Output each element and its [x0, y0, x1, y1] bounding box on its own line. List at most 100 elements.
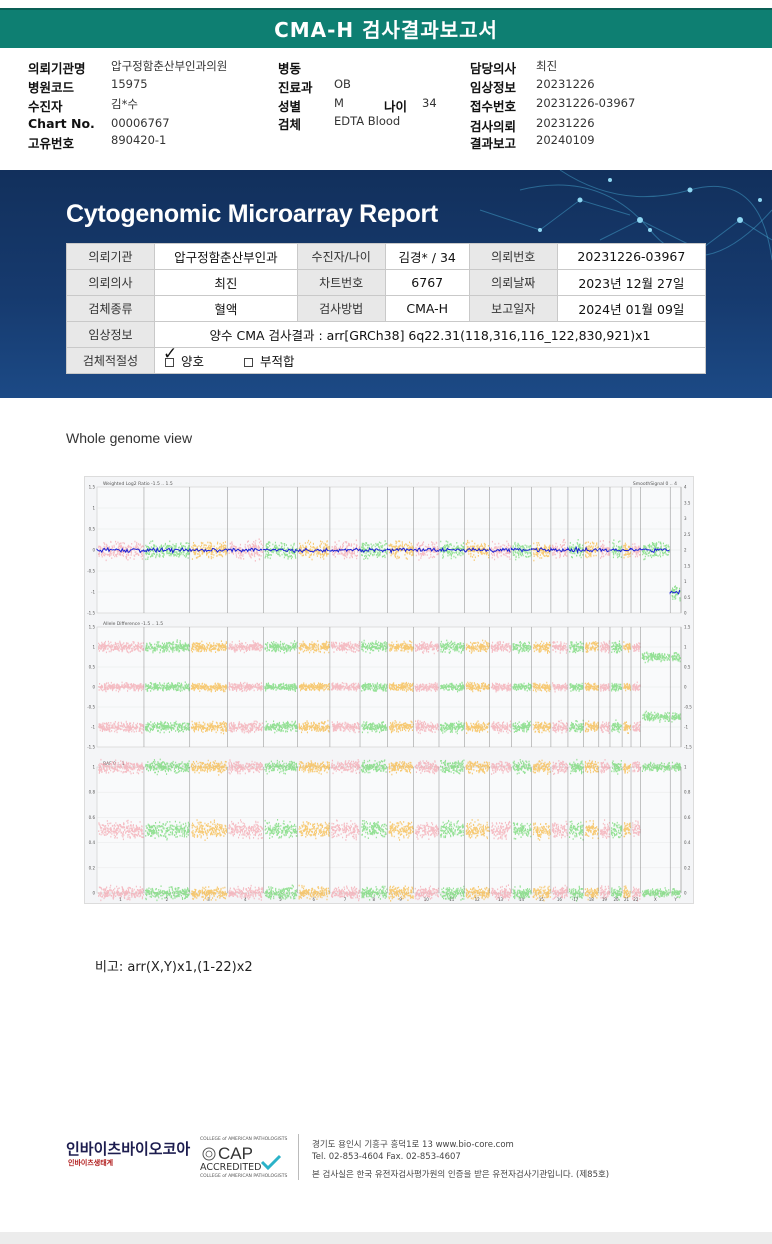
- clinical-label: 임상정보: [470, 80, 517, 95]
- info-header-cell: 수진자/나이: [296, 243, 386, 270]
- smooth-signal-line: [387, 547, 414, 555]
- data-points: [512, 641, 532, 654]
- data-points: [440, 819, 464, 839]
- right-tick-label: 0.6: [684, 815, 691, 820]
- info-row: 의뢰기관 압구정함춘산부인과 수진자/나이 김경* / 34 의뢰번호 20231226-…: [66, 243, 707, 270]
- chromosome-label: 15: [539, 897, 545, 902]
- data-points: [584, 682, 599, 692]
- smooth-signal-line: [143, 546, 191, 555]
- adequacy-bad-option[interactable]: 부적합: [243, 354, 294, 369]
- data-points: [552, 682, 568, 693]
- data-points: [632, 886, 641, 902]
- right-tick-label: 0.8: [684, 790, 691, 795]
- data-points: [599, 721, 611, 734]
- cap-check-icon: [260, 1154, 282, 1170]
- panel-title: Weighted Log2 Ratio -1.5 .. 1.5: [103, 481, 173, 487]
- data-points: [642, 887, 670, 898]
- right-tick-label: 1: [684, 765, 687, 770]
- data-points: [465, 886, 490, 901]
- data-points: [145, 720, 190, 734]
- smooth-signal-line: [262, 548, 298, 554]
- cap-college-text-2: COLLEGE of AMERICAN PATHOLOGISTS: [200, 1174, 288, 1179]
- data-points: [98, 758, 144, 775]
- smooth-signal-line: [413, 547, 440, 553]
- age-label: 나이: [384, 99, 408, 114]
- data-points: [299, 682, 330, 692]
- data-points: [569, 719, 584, 733]
- data-points: [584, 720, 599, 733]
- data-points: [611, 640, 623, 654]
- report-banner: Cytogenomic Microarray Report 의뢰기관 압구정함춘산…: [0, 170, 772, 398]
- data-points: [361, 721, 388, 734]
- data-points: [415, 719, 439, 735]
- right-tick-label: 0.2: [684, 865, 691, 870]
- data-points: [611, 886, 622, 901]
- good-checkbox[interactable]: [165, 358, 174, 367]
- smooth-signal-line: [189, 547, 228, 553]
- data-points: [388, 761, 413, 776]
- ward-label: 병동: [278, 61, 302, 76]
- data-points: [569, 820, 584, 841]
- unique-no-label: 고유번호: [28, 136, 75, 151]
- data-points: [623, 542, 632, 559]
- smooth-signal-line: [297, 547, 329, 554]
- y-tick-label: 0.2: [89, 865, 96, 870]
- info-header-cell: 의뢰날짜: [468, 269, 558, 296]
- info-header-cell: 의뢰의사: [66, 269, 155, 296]
- smooth-signal-line: [669, 589, 681, 595]
- bottom-strip: [0, 1232, 772, 1244]
- clinical-info-value: 양수 CMA 검사결과 : arr[GRCh38] 6q22.31(118,31…: [154, 321, 706, 348]
- data-points: [569, 885, 584, 902]
- smooth-signal-line: [359, 547, 387, 553]
- data-points: [465, 819, 490, 840]
- data-points: [491, 760, 512, 775]
- data-points: [611, 682, 623, 692]
- dept-label: 진료과: [278, 80, 313, 95]
- chart-no-value: 00006767: [111, 116, 170, 130]
- data-points: [532, 681, 551, 693]
- data-points: [532, 542, 551, 562]
- data-points: [569, 682, 584, 692]
- data-points: [414, 760, 439, 775]
- chromosome-label: 12: [475, 897, 481, 902]
- info-value-cell: 압구정함춘산부인과: [154, 243, 298, 270]
- y-tick-label: 0.5: [89, 527, 96, 532]
- y-tick-label: 0.4: [89, 840, 96, 845]
- chromosome-label: 13: [498, 897, 504, 902]
- patient-label: 수진자: [28, 99, 63, 114]
- data-points: [599, 683, 610, 692]
- footer-note: 본 검사실은 한국 유전자검사평가원의 인증을 받은 유전자검사기관입니다. (…: [312, 1170, 610, 1180]
- data-points: [145, 820, 190, 841]
- right-tick-label: 0.4: [684, 840, 691, 845]
- y-tick-label: -1: [91, 590, 95, 595]
- data-points: [440, 720, 465, 735]
- chromosome-label: 4: [244, 897, 247, 902]
- data-points: [600, 759, 610, 774]
- data-points: [584, 759, 599, 774]
- remark: 비고: arr(X,Y)x1,(1-22)x2: [95, 960, 253, 975]
- data-points: [331, 721, 360, 734]
- y-tick-label: 0.6: [89, 815, 96, 820]
- hospital-code-label: 병원코드: [28, 80, 75, 95]
- data-points: [512, 822, 532, 840]
- good-label: 양호: [180, 354, 204, 369]
- data-points: [98, 681, 144, 693]
- data-points: [388, 821, 414, 841]
- right-tick-label: 0.5: [684, 595, 691, 600]
- smooth-signal-line: [609, 548, 623, 553]
- smooth-signal-line: [550, 546, 568, 553]
- data-points: [490, 820, 511, 840]
- data-points: [228, 538, 264, 562]
- smooth-signal-line: [489, 546, 511, 553]
- data-points: [632, 820, 641, 837]
- info-header-cell: 차트번호: [296, 269, 386, 296]
- data-points: [512, 720, 531, 733]
- data-points: [414, 885, 439, 902]
- data-points: [414, 682, 439, 692]
- adequacy-good-option[interactable]: ✓ 양호: [163, 344, 208, 369]
- result-label: 결과보고: [470, 136, 517, 151]
- info-table: 의뢰기관 압구정함춘산부인과 수진자/나이 김경* / 34 의뢰번호 20231226-…: [66, 243, 707, 374]
- cap-college-text: COLLEGE of AMERICAN PATHOLOGISTS: [200, 1137, 288, 1142]
- bad-checkbox[interactable]: [243, 358, 253, 367]
- data-points: [490, 640, 512, 653]
